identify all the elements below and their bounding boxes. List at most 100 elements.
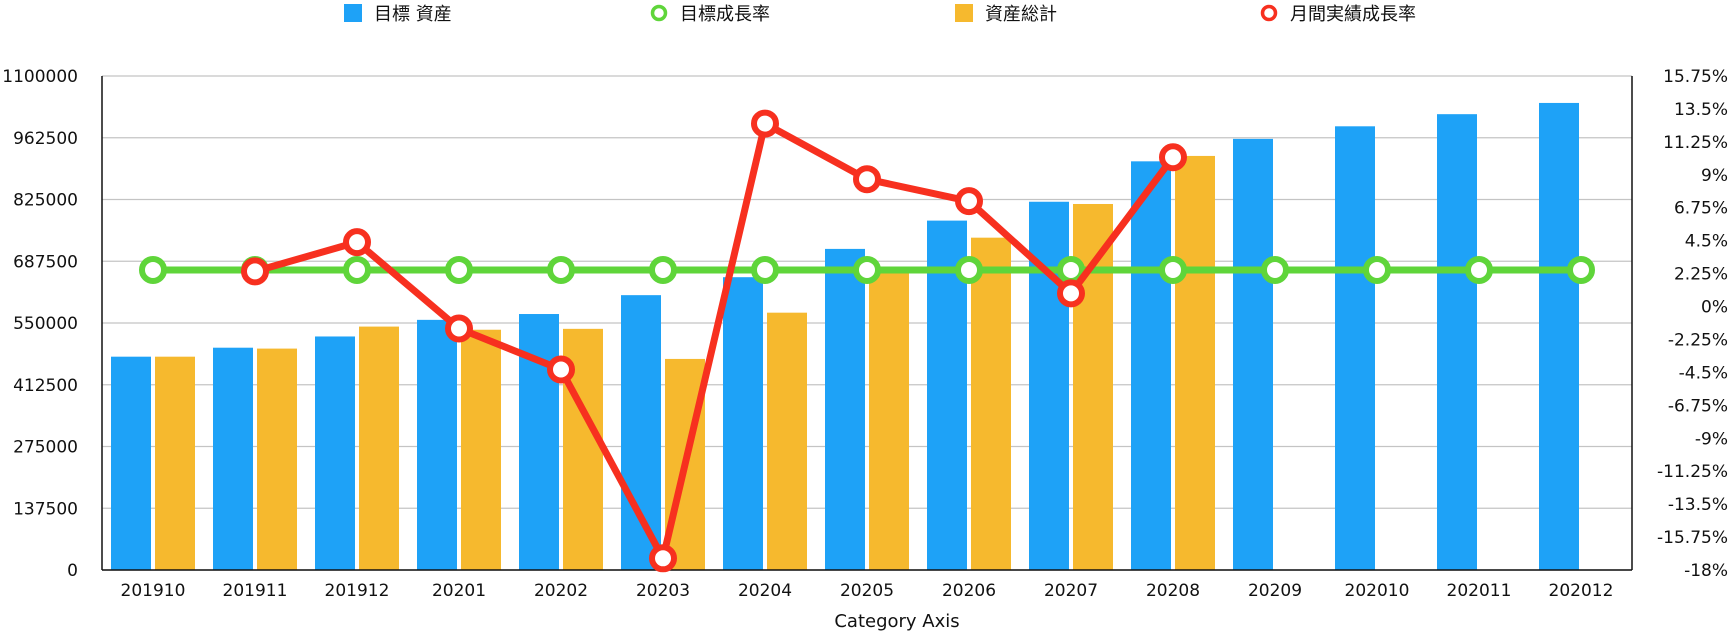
legend-label: 目標 資産 (374, 4, 452, 25)
x-tick-label: 20205 (840, 581, 894, 601)
bar (461, 329, 501, 570)
bar (1131, 161, 1171, 570)
legend-marker (955, 4, 973, 22)
point (751, 109, 779, 138)
x-tick-label: 20208 (1146, 581, 1200, 601)
point (139, 255, 167, 284)
legend-label: 目標成長率 (680, 4, 770, 25)
legend-label: 資産総計 (985, 4, 1057, 25)
y-right-tick-label: -2.25% (1668, 330, 1728, 350)
y-right-tick-label: -4.5% (1679, 363, 1728, 383)
bar (971, 237, 1011, 570)
bar (869, 272, 909, 570)
x-tick-label: 20201 (432, 581, 486, 601)
point (1363, 255, 1391, 284)
legend-label: 月間実績成長率 (1290, 4, 1416, 25)
point (1159, 255, 1187, 284)
y-left-tick-label: 687500 (13, 252, 78, 272)
tick-labels: 0 137500 275000 412500 550000 687500 825000 962… (2, 67, 1728, 601)
y-left-tick-label: 962500 (13, 129, 78, 149)
bar (213, 347, 253, 570)
x-tick-label: 201910 (121, 581, 186, 601)
point (445, 314, 473, 343)
bar (1437, 114, 1477, 570)
bar (767, 312, 807, 570)
y-left-tick-label: 412500 (13, 376, 78, 396)
y-right-tick-label: 4.5% (1685, 232, 1728, 252)
legend-marker (1260, 4, 1278, 22)
y-right-tick-label: -18% (1684, 561, 1728, 581)
series-line (251, 120, 1177, 562)
point (1159, 143, 1187, 172)
y-right-tick-label: -6.75% (1668, 396, 1728, 416)
x-tick-label: 20203 (636, 581, 690, 601)
y-right-tick-label: -11.25% (1657, 462, 1728, 482)
bar (621, 295, 661, 570)
legend: 目標 資産 目標成長率 資産総計 月間実績成長率 (344, 4, 1416, 25)
y-left-tick-label: 550000 (13, 314, 78, 334)
y-right-tick-label: 9% (1701, 166, 1728, 186)
point (343, 228, 371, 257)
point (853, 255, 881, 284)
point (1567, 255, 1595, 284)
bar (257, 348, 297, 570)
y-right-tick-label: 13.5% (1674, 100, 1728, 120)
y-right-tick-label: -13.5% (1668, 495, 1728, 515)
point (547, 255, 575, 284)
bars (111, 102, 1579, 571)
bar (825, 248, 865, 570)
y-left-tick-label: 0 (67, 561, 78, 581)
point (1057, 279, 1085, 308)
x-tick-label: 20206 (942, 581, 996, 601)
x-tick-label: 20207 (1044, 581, 1098, 601)
bar (1335, 126, 1375, 570)
bar (111, 356, 151, 570)
x-tick-label: 20204 (738, 581, 792, 601)
legend-marker (344, 4, 362, 22)
x-axis-title: Category Axis (834, 611, 959, 632)
y-left-tick-label: 275000 (13, 438, 78, 458)
x-tick-label: 20209 (1248, 581, 1302, 601)
y-left-tick-label: 1100000 (2, 67, 78, 87)
point (1465, 255, 1493, 284)
legend-marker (650, 4, 668, 22)
point (955, 255, 983, 284)
point (649, 544, 677, 573)
y-right-tick-label: -15.75% (1657, 528, 1728, 548)
y-left-tick-label: 825000 (13, 191, 78, 211)
point (445, 255, 473, 284)
lines (139, 109, 1595, 573)
bar (155, 356, 195, 570)
point (649, 255, 677, 284)
point (343, 255, 371, 284)
x-tick-label: 202011 (1447, 581, 1512, 601)
point (853, 165, 881, 194)
y-right-tick-label: 6.75% (1674, 199, 1728, 219)
x-tick-label: 202012 (1549, 581, 1614, 601)
y-right-tick-label: 0% (1701, 298, 1728, 318)
point (955, 187, 983, 216)
x-tick-label: 201911 (223, 581, 288, 601)
bar (1175, 155, 1215, 571)
point (241, 257, 269, 286)
axes (101, 76, 1633, 571)
y-right-tick-label: 15.75% (1663, 67, 1728, 87)
bar (1233, 138, 1273, 570)
point (547, 355, 575, 384)
bar (1539, 102, 1579, 570)
bar (315, 336, 355, 570)
y-right-tick-label: 2.25% (1674, 265, 1728, 285)
x-tick-label: 202010 (1345, 581, 1410, 601)
bar (359, 326, 399, 570)
x-tick-label: 201912 (325, 581, 390, 601)
point (751, 255, 779, 284)
y-right-tick-label: -9% (1695, 429, 1728, 449)
y-left-tick-label: 137500 (13, 499, 78, 519)
point (1261, 255, 1289, 284)
bar (723, 277, 763, 570)
x-tick-label: 20202 (534, 581, 588, 601)
bar (417, 319, 457, 570)
y-right-tick-label: 11.25% (1663, 133, 1728, 153)
